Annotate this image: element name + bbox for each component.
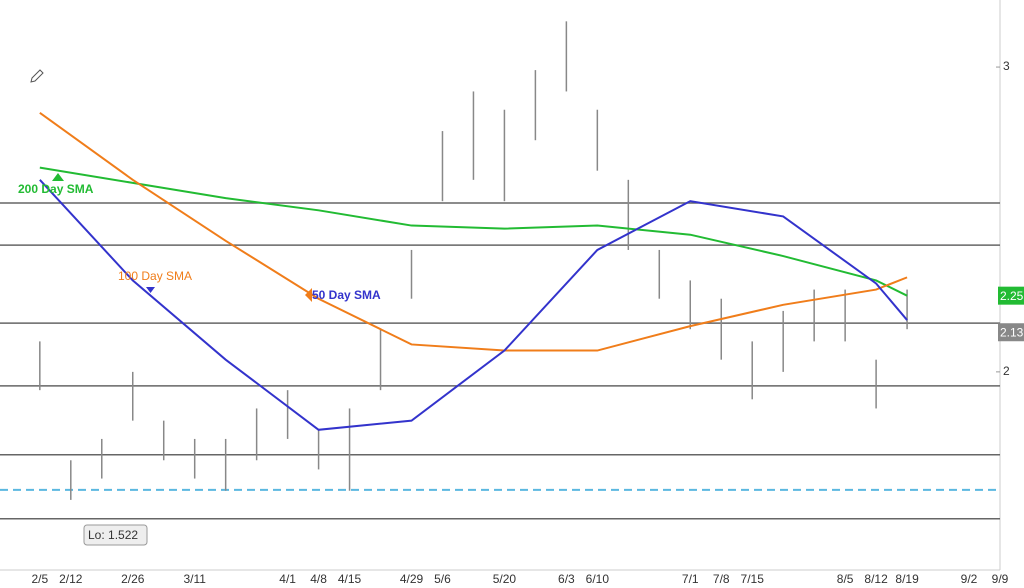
x-tick-label: 3/11 <box>183 572 206 586</box>
marker <box>146 287 155 293</box>
x-tick-label: 4/15 <box>338 572 362 586</box>
x-tick-label: 4/8 <box>310 572 327 586</box>
marker <box>52 173 64 181</box>
x-tick-label: 5/20 <box>493 572 517 586</box>
x-tick-label: 7/1 <box>682 572 699 586</box>
x-tick-label: 8/19 <box>895 572 919 586</box>
x-tick-label: 5/6 <box>434 572 451 586</box>
x-tick-label: 4/1 <box>279 572 296 586</box>
x-tick-label: 6/10 <box>586 572 610 586</box>
price-tag-label: 2.25 <box>1000 289 1024 303</box>
price-tag <box>998 286 1024 305</box>
sma-line <box>39 179 908 431</box>
x-tick-label: 9/9 <box>992 572 1009 586</box>
x-tick-label: 7/15 <box>741 572 765 586</box>
x-tick-label: 6/3 <box>558 572 575 586</box>
sma-label: 50 Day SMA <box>312 288 381 302</box>
y-tick-label: 2 <box>1003 364 1010 378</box>
sma-line <box>39 166 908 297</box>
sma-label: 200 Day SMA <box>18 182 94 196</box>
marker <box>305 288 312 302</box>
sma-label: 100 Day SMA <box>118 269 192 283</box>
x-tick-label: 9/2 <box>961 572 978 586</box>
y-tick-label: 3 <box>1003 59 1010 73</box>
pencil-icon[interactable] <box>30 69 44 83</box>
x-tick-label: 2/26 <box>121 572 145 586</box>
price-tag-label: 2.13 <box>1000 325 1024 339</box>
price-tag <box>998 323 1024 342</box>
x-tick-label: 4/29 <box>400 572 424 586</box>
annotation-box <box>83 524 148 546</box>
x-tick-label: 2/12 <box>59 572 83 586</box>
x-tick-label: 8/12 <box>864 572 888 586</box>
x-tick-label: 7/8 <box>713 572 730 586</box>
annotation: Lo: 1.522 <box>88 528 138 542</box>
x-tick-label: 8/5 <box>837 572 854 586</box>
x-tick-label: 2/5 <box>31 572 48 586</box>
